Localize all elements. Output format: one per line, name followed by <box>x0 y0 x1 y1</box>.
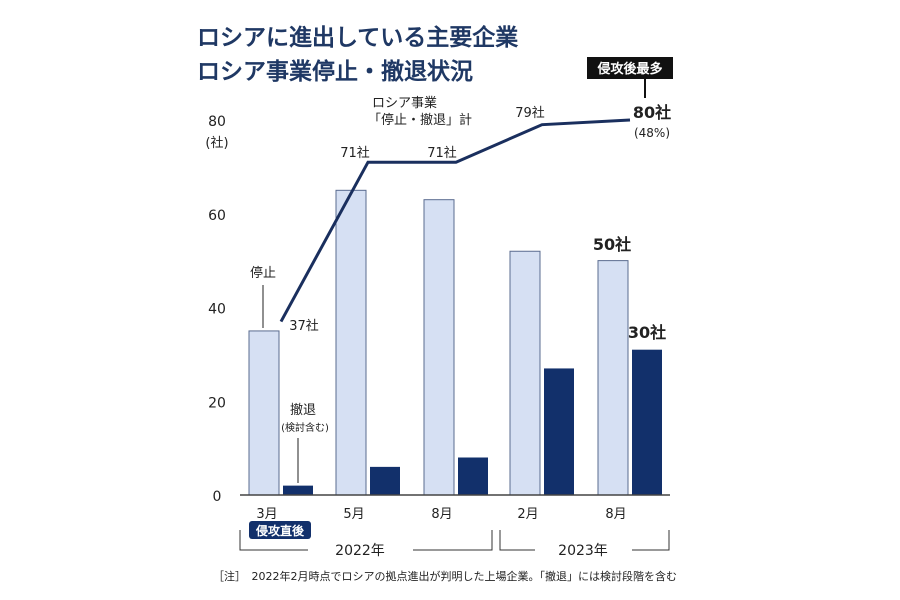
title-line-1: ロシアに進出している主要企業 <box>197 25 519 51</box>
first-cat-badge <box>249 521 311 539</box>
y-tick-label: 80 <box>208 114 226 130</box>
withdraw-label: 撤退 <box>290 402 316 418</box>
bar-stop <box>509 250 541 496</box>
bar-stop <box>423 199 455 496</box>
line-data-label: 71社 <box>340 145 370 161</box>
line-total <box>279 118 631 323</box>
bar-withdraw <box>370 466 400 495</box>
footnote: ［注］ 2022年2月時点でロシアの拠点進出が判明した上場企業。「撤退」には検討… <box>213 569 677 583</box>
withdraw-sublabel: (検討含む) <box>281 421 329 434</box>
bar-stop <box>597 260 629 496</box>
line-legend-1: ロシア事業 <box>372 95 437 111</box>
bar-stop <box>335 189 367 496</box>
max-badge-label: 侵攻後最多 <box>596 61 662 77</box>
y-tick-label: 40 <box>208 302 226 318</box>
bar-withdraw <box>283 485 313 495</box>
bracket-2022-right <box>413 530 493 551</box>
first-cat-badge-label: 侵攻直後 <box>255 523 305 538</box>
x-tick-label: 8月 <box>431 507 452 522</box>
y-unit-label: (社) <box>205 135 228 151</box>
line-data-label: 80社 <box>633 103 671 122</box>
year-label: 2023年 <box>558 543 608 559</box>
year-label: 2022年 <box>335 543 385 559</box>
bracket-2023-right <box>632 530 670 551</box>
bar-withdraw <box>632 349 662 495</box>
bar-stop <box>248 330 280 496</box>
x-tick-label: 8月 <box>605 507 626 522</box>
y-tick-label: 20 <box>208 395 226 411</box>
percent-label: (48%) <box>634 126 670 140</box>
stop-label: 停止 <box>250 265 276 281</box>
stop-last-label: 50社 <box>593 235 631 254</box>
bar-withdraw <box>544 368 574 495</box>
y-tick-label: 0 <box>213 489 222 505</box>
y-tick-label: 60 <box>208 208 226 224</box>
line-data-label: 37社 <box>289 318 319 334</box>
title-line-2: ロシア事業停止・撤退状況 <box>197 59 473 85</box>
x-tick-label: 5月 <box>343 507 364 522</box>
line-data-label: 79社 <box>515 105 545 121</box>
withdraw-last-label: 30社 <box>628 323 666 342</box>
bar-withdraw <box>458 457 488 495</box>
max-badge <box>587 57 673 79</box>
line-data-label: 71社 <box>427 145 457 161</box>
x-tick-label: 2月 <box>517 507 538 522</box>
x-tick-label: 3月 <box>256 507 277 522</box>
line-legend-2: 「停止・撤退」計 <box>368 112 472 128</box>
bracket-2022-left <box>239 530 308 551</box>
bracket-2023-left <box>499 530 535 551</box>
